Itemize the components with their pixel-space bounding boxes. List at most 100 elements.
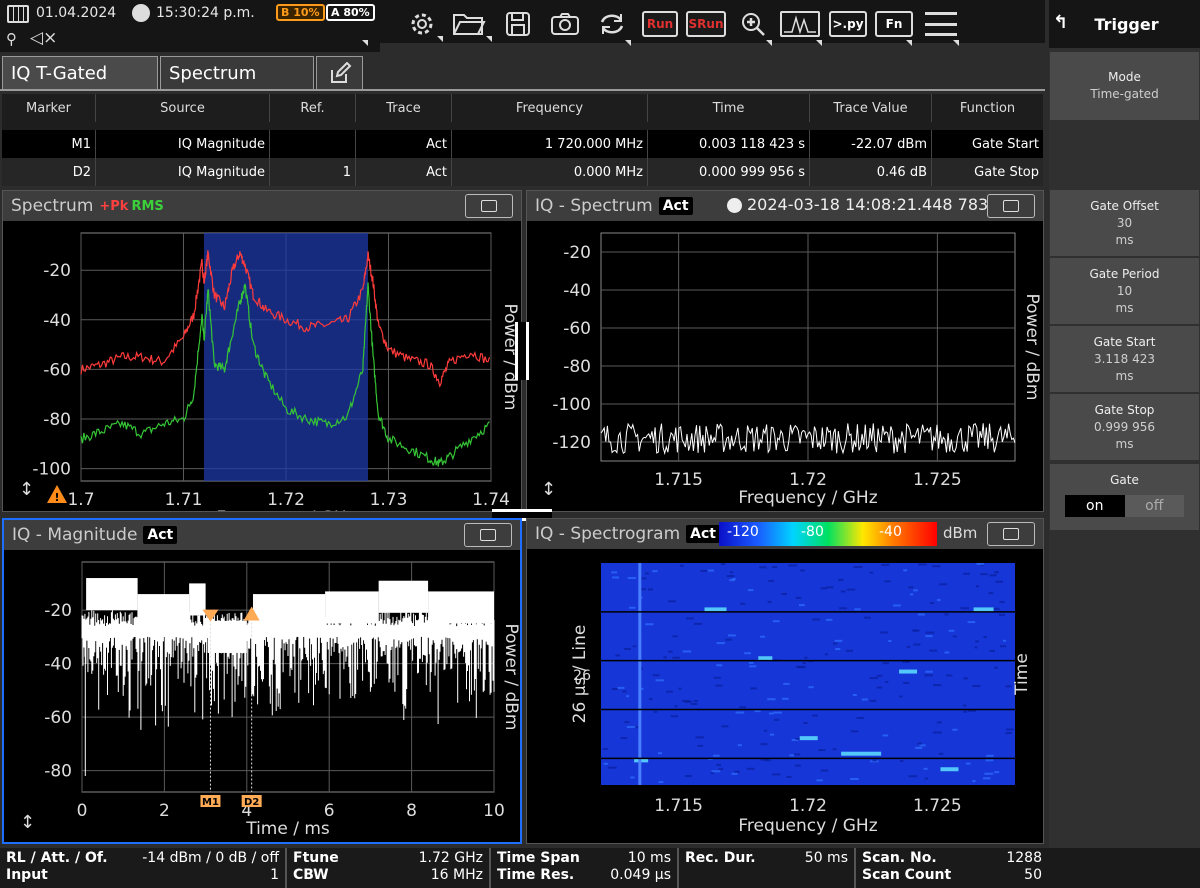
hamburger-menu-icon[interactable]	[925, 12, 957, 36]
vertical-splitter-handle[interactable]	[515, 322, 529, 380]
color-scale-bar: -120 -80 -40	[719, 522, 937, 546]
status-scan-block[interactable]: Scan. No. 1288 Scan Count 50	[862, 850, 1042, 883]
iq-spectrum-panel[interactable]: IQ - Spectrum Act 2024-03-18 14:08:21.44…	[526, 190, 1044, 512]
noise-speck	[707, 569, 715, 572]
gate-offset-button[interactable]: Gate Offset 30 ms	[1050, 190, 1199, 256]
noise-speck	[769, 712, 774, 715]
gate-start-button[interactable]: Gate Start 3.118 423 ms	[1050, 326, 1199, 392]
noise-speck	[834, 639, 843, 642]
mute-icon[interactable]: ◁×	[30, 28, 58, 48]
noise-speck	[781, 697, 789, 700]
noise-speck	[749, 665, 757, 668]
python-script-button[interactable]: >.py	[829, 11, 867, 37]
iq-spectrum-chart[interactable]: 1.715 1.72 1.725 -20 -40 -60 -80 -100 -120 Freque…	[527, 221, 1043, 511]
function-button[interactable]: Fn	[875, 11, 913, 37]
signal-burst	[899, 669, 918, 674]
noise-speck	[715, 684, 723, 687]
iq-magnitude-panel[interactable]: IQ - Magnitude Act 0 2 4 6 8 10 -20 -40 -60 -80 Ti…	[2, 518, 522, 844]
maximize-button[interactable]	[465, 194, 513, 218]
status-bar: RL / Att. / Of. -14 dBm / 0 dB / off Inpu…	[0, 848, 1200, 888]
col-header-ref: Ref.	[270, 94, 356, 122]
noise-speck	[795, 596, 802, 599]
edit-tab-button[interactable]	[316, 56, 363, 89]
restart-arrows-icon[interactable]	[595, 9, 629, 39]
marker-peak-icon[interactable]	[780, 11, 820, 37]
gate-on-toggle[interactable]: on	[1065, 495, 1125, 517]
mode-button[interactable]: Mode Time-gated	[1050, 52, 1199, 120]
magnitude-block	[378, 580, 429, 613]
noise-speck	[906, 645, 911, 648]
noise-speck	[988, 592, 994, 595]
noise-speck	[999, 645, 1007, 648]
x-tick-label: 1.72	[789, 796, 827, 816]
noise-speck	[974, 646, 978, 649]
maximize-button[interactable]	[987, 194, 1035, 218]
noise-speck	[794, 764, 801, 767]
status-time-block[interactable]: Time Span 10 ms Time Res. 0.049 µs	[491, 848, 679, 888]
y-tick-label: 26	[573, 668, 591, 684]
table-row[interactable]: D2 IQ Magnitude 1 Act 0.000 MHz 0.000 99…	[2, 158, 1043, 186]
settings-gear-icon[interactable]	[405, 9, 439, 39]
y-axis-label: 26 µs / Line	[570, 625, 590, 724]
noise-speck	[876, 674, 883, 677]
noise-speck	[936, 721, 943, 724]
back-arrow-icon[interactable]: ↰	[1053, 12, 1069, 33]
trace-act	[600, 422, 1016, 456]
gate-stop-button[interactable]: Gate Stop 0.999 956 ms	[1050, 394, 1199, 460]
noise-speck	[924, 674, 933, 677]
tab-spectrum[interactable]: Spectrum	[160, 56, 314, 89]
noise-speck	[893, 604, 901, 607]
x-tick-label: 1.7	[67, 490, 94, 510]
noise-speck	[924, 777, 929, 780]
noise-speck	[925, 635, 933, 638]
noise-speck	[655, 679, 665, 682]
panel-title: IQ - Magnitude	[12, 525, 138, 545]
noise-speck	[760, 635, 766, 638]
y-axis-label: Power / dBm	[501, 624, 520, 731]
cell-function: Gate Stop	[974, 164, 1039, 180]
act-badge: Act	[658, 197, 693, 215]
spectrum-panel[interactable]: Spectrum +Pk RMS 1.7 1.71 1.72 1.73 1.74 -20 -…	[2, 190, 522, 512]
x-tick-label: 2	[159, 801, 170, 821]
run-button[interactable]: Run	[642, 11, 678, 37]
spectrogram-panel[interactable]: IQ - Spectrogram Act -120 -80 -40 dBm 1.…	[526, 518, 1044, 844]
gate-off-toggle[interactable]: off	[1124, 495, 1184, 517]
cell-trace-value: 0.46 dB	[810, 158, 932, 186]
noise-speck	[744, 652, 752, 655]
status-rl-block[interactable]: RL / Att. / Of. -14 dBm / 0 dB / off Inpu…	[0, 848, 287, 888]
status-ftune-block[interactable]: Ftune 1.72 GHz CBW 16 MHz	[287, 848, 491, 888]
maximize-button[interactable]	[987, 522, 1035, 546]
open-folder-icon[interactable]	[452, 9, 486, 39]
y-tick-label: -60	[563, 319, 591, 339]
cell-time: 0.000 999 956 s	[648, 158, 810, 186]
noise-speck	[983, 636, 988, 639]
noise-speck	[648, 698, 653, 701]
single-run-button[interactable]: SRun	[686, 11, 726, 37]
noise-speck	[838, 607, 847, 610]
unit-label: dBm	[943, 524, 978, 542]
noise-speck	[980, 573, 988, 576]
scancount-value: 50	[1024, 867, 1042, 883]
input-value: 1	[270, 867, 279, 883]
noise-speck	[845, 649, 854, 652]
gate-period-button[interactable]: Gate Period 10 ms	[1050, 258, 1199, 324]
spectrum-chart[interactable]: 1.7 1.71 1.72 1.73 1.74 -20 -40 -60 -80 -100 Frequ…	[3, 221, 521, 511]
pencil-icon	[330, 62, 351, 83]
y-tick-label: -100	[552, 395, 591, 415]
table-row[interactable]: M1 IQ Magnitude Act 1 720.000 MHz 0.003 …	[2, 130, 1043, 158]
col-header-function: Function	[959, 100, 1016, 116]
iq-magnitude-chart[interactable]: 0 2 4 6 8 10 -20 -40 -60 -80 Time / ms Power / dBm M…	[4, 550, 520, 842]
maximize-button[interactable]	[464, 523, 512, 547]
trace-act	[81, 610, 495, 776]
x-tick-label: 1.74	[472, 490, 510, 510]
panel-title: Spectrum	[11, 196, 94, 216]
status-recdur-block[interactable]: Rec. Dur. 50 ms	[679, 848, 856, 888]
save-icon[interactable]	[501, 9, 535, 39]
camera-icon[interactable]	[548, 9, 582, 39]
noise-speck	[909, 593, 914, 596]
noise-speck	[975, 640, 979, 643]
cell-ref	[270, 130, 356, 158]
zoom-in-icon[interactable]	[736, 9, 770, 39]
tab-iq-t-gated[interactable]: IQ T-Gated	[2, 56, 158, 89]
